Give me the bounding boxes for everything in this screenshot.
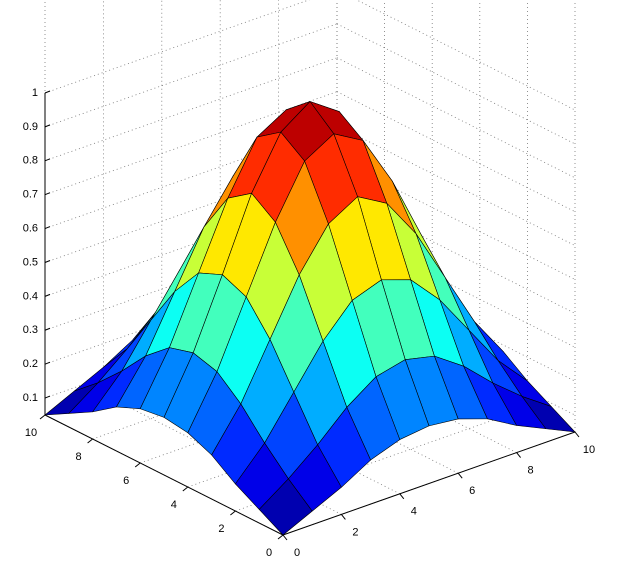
grid-line — [278, 332, 517, 453]
z-tick-label: 0.4 — [23, 290, 38, 302]
x-tick — [574, 431, 580, 438]
x-tick-label: 2 — [352, 526, 358, 538]
grid-line — [336, 57, 576, 179]
grid-line — [220, 352, 459, 474]
y-tick-label: 4 — [171, 499, 177, 511]
z-tick-label: 0.8 — [23, 155, 38, 167]
x-tick — [341, 514, 346, 520]
z-tick — [44, 124, 51, 128]
z-tick — [44, 226, 51, 230]
z-tick — [44, 90, 51, 94]
y-tick-label: 2 — [218, 523, 224, 535]
z-tick — [44, 361, 51, 365]
z-tick — [44, 327, 51, 331]
z-tick-label: 0.9 — [23, 121, 38, 133]
y-axis — [44, 414, 284, 536]
y-tick — [277, 534, 284, 540]
surface-face — [258, 478, 313, 536]
x-tick-label: 6 — [469, 485, 475, 497]
z-tick-label: 0.6 — [23, 222, 38, 234]
grid-line — [336, 91, 576, 213]
x-tick — [282, 534, 288, 541]
x-tick-label: 10 — [583, 444, 595, 456]
z-tick-label: 0.2 — [23, 358, 38, 370]
y-tick-label: 6 — [123, 475, 129, 487]
y-tick-label: 8 — [76, 451, 82, 463]
z-tick — [44, 260, 51, 263]
x-tick — [457, 472, 463, 479]
x-tick-label: 8 — [528, 465, 534, 477]
y-tick — [134, 462, 141, 468]
y-tick — [230, 510, 236, 516]
grid-line — [336, 23, 576, 145]
grid-line — [355, 0, 576, 111]
y-tick-label: 10 — [25, 427, 37, 439]
z-tick — [44, 158, 51, 162]
y-tick — [39, 414, 46, 420]
y-tick-label: 0 — [266, 547, 272, 559]
z-tick — [44, 192, 51, 196]
x-axis — [282, 431, 576, 536]
x-tick — [399, 493, 405, 500]
z-tick-label: 0.1 — [23, 392, 38, 404]
y-tick — [182, 486, 189, 492]
x-tick — [516, 452, 521, 458]
x-tick-label: 4 — [411, 506, 417, 518]
z-tick-label: 0.5 — [23, 256, 38, 268]
z-tick — [44, 293, 51, 297]
grid-line — [161, 373, 400, 495]
z-tick-label: 1 — [32, 87, 38, 99]
z-tick-label: 0.7 — [23, 189, 38, 201]
z-tick-label: 0.3 — [23, 324, 38, 336]
z-tick — [44, 395, 51, 399]
y-tick — [87, 438, 93, 444]
x-tick-label: 0 — [294, 547, 300, 559]
grid-line — [336, 125, 576, 246]
